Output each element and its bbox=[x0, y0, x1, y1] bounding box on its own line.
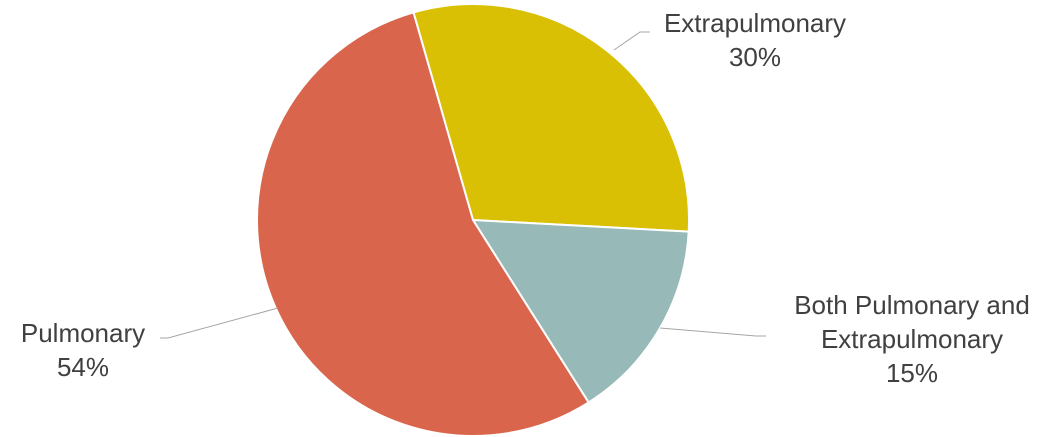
slice-name-label: Pulmonary bbox=[21, 318, 145, 348]
slice-labels: Extrapulmonary 30% Both Pulmonary and Extra… bbox=[21, 8, 1030, 388]
leader-lines bbox=[160, 31, 766, 339]
leader-line bbox=[160, 307, 279, 339]
slice-label: Both Pulmonary and Extrapulmonary 15% bbox=[794, 290, 1030, 388]
pie-slice-extrapulmonary bbox=[412, 3, 691, 233]
slice-name-label: Both Pulmonary and bbox=[794, 290, 1030, 320]
slice-label: Extrapulmonary 30% bbox=[664, 8, 846, 72]
pie-slices bbox=[255, 3, 691, 437]
leader-line bbox=[659, 327, 766, 337]
slice-value-label: 30% bbox=[729, 42, 781, 72]
leader-line bbox=[613, 31, 650, 51]
slice-label: Pulmonary 54% bbox=[21, 318, 145, 382]
pie-slice-both-pulmonary-and-extrapulmonary bbox=[471, 218, 690, 404]
slice-name-label: Extrapulmonary bbox=[664, 8, 846, 38]
slice-value-label: 15% bbox=[886, 358, 938, 388]
slice-name-label: Extrapulmonary bbox=[821, 324, 1003, 354]
slice-value-label: 54% bbox=[57, 352, 109, 382]
